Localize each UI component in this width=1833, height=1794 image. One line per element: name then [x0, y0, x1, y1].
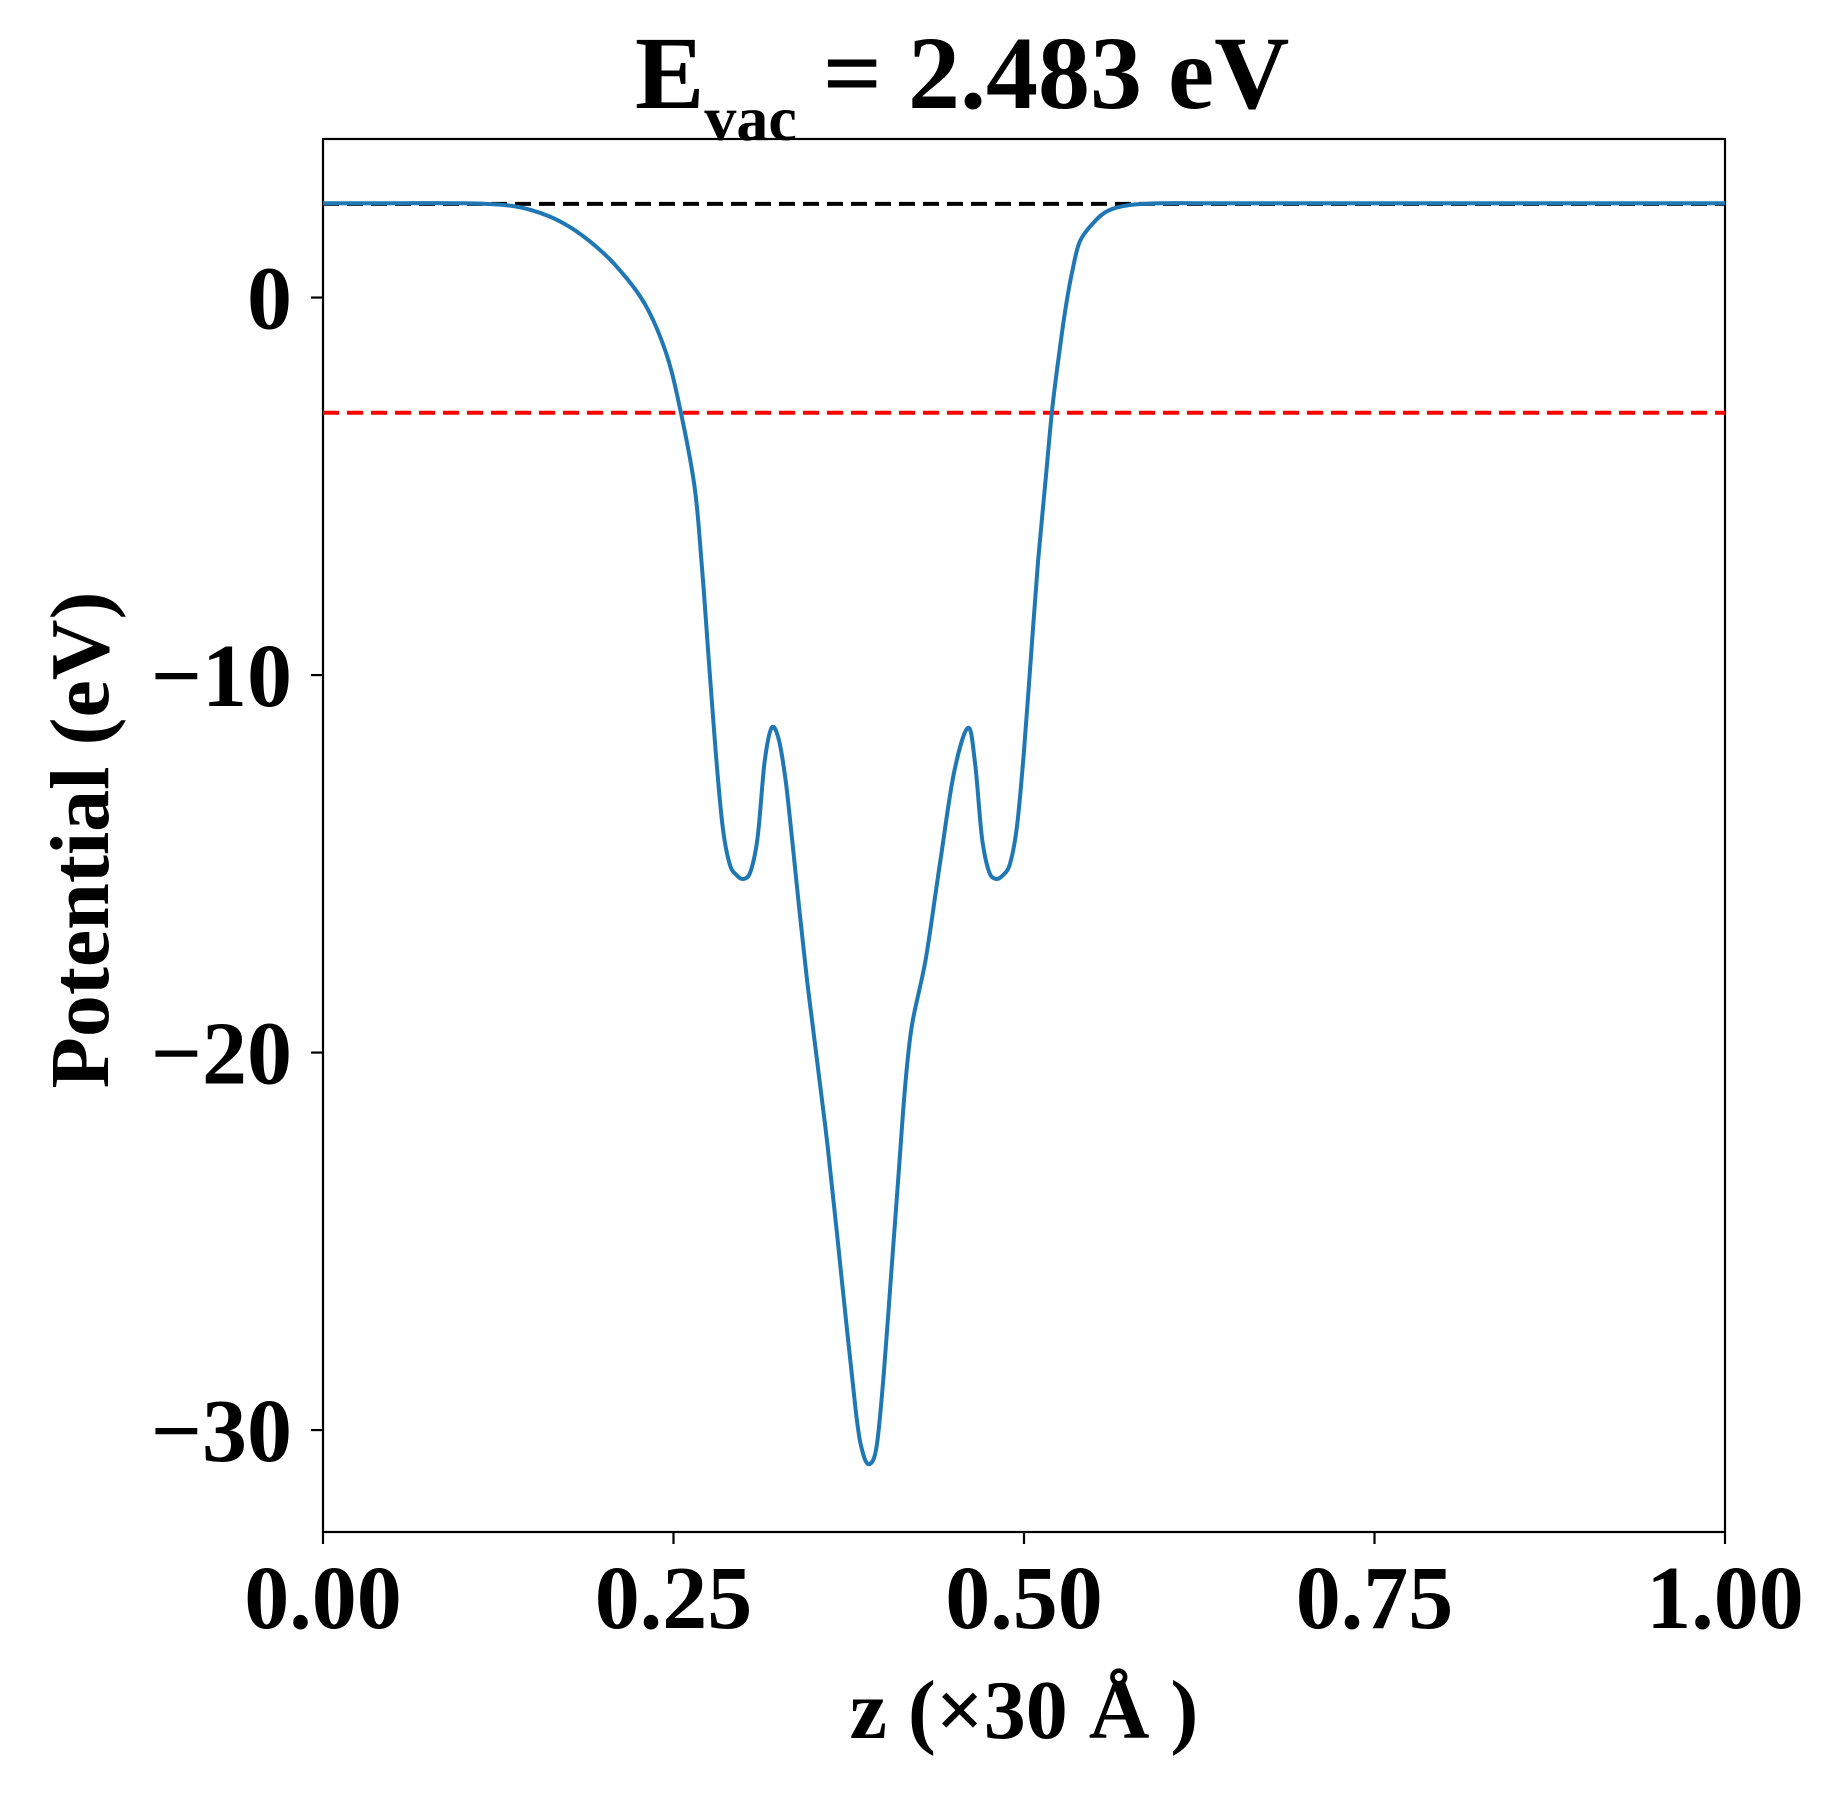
y-axis-label: Potential (eV): [34, 592, 127, 1089]
title-subscript: vac: [704, 83, 796, 154]
chart-title: Evac = 2.483 eV: [635, 16, 1289, 154]
title-rest: = 2.483 eV: [797, 16, 1290, 131]
series-layer: [323, 201, 1725, 1467]
x-tick-label: 0.75: [1296, 1549, 1454, 1648]
y-tick-label: 0: [247, 250, 292, 349]
y-tick-label: −10: [151, 627, 292, 726]
y-axis-ticks: 0 −10 −20 −30: [151, 250, 323, 1481]
x-axis-label: z (×30 Å ): [850, 1664, 1199, 1757]
reference-lines: [323, 201, 1725, 415]
y-tick-label: −30: [151, 1382, 292, 1481]
x-tick-label: 0.00: [244, 1549, 402, 1648]
plot-frame: [321, 137, 1727, 1534]
x-tick-label: 0.50: [945, 1549, 1103, 1648]
x-axis-ticks: 0.00 0.25 0.50 0.75 1.00: [244, 1532, 1804, 1648]
y-tick-label: −20: [151, 1005, 292, 1104]
title-main: E: [635, 16, 704, 131]
x-tick-label: 0.25: [595, 1549, 753, 1648]
x-tick-label: 1.00: [1646, 1549, 1804, 1648]
potential-series-line: [323, 201, 1725, 1467]
